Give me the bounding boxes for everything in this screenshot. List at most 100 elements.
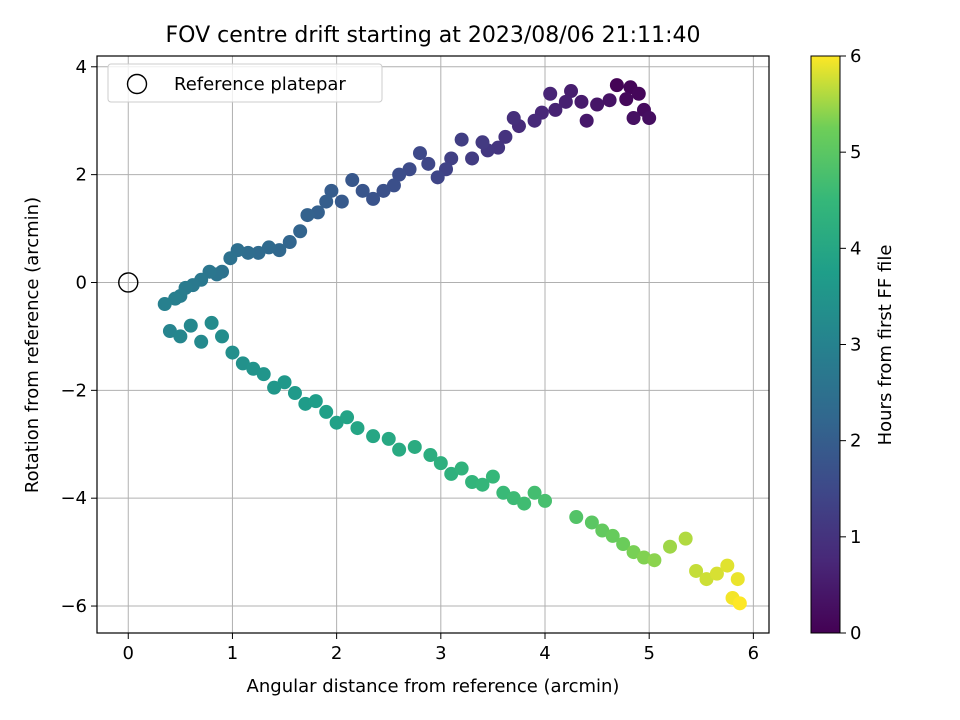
data-point	[506, 491, 521, 506]
data-point	[402, 162, 417, 177]
data-point	[381, 431, 396, 446]
data-point	[204, 315, 219, 330]
data-point	[366, 429, 381, 444]
data-point	[619, 92, 634, 107]
colorbar-tick-label: 5	[850, 142, 861, 163]
colorbar-tick-label: 2	[850, 431, 861, 452]
data-point	[543, 86, 558, 101]
y-axis-ticks: −6 −4 −2 0 2 4	[60, 57, 97, 617]
x-tick-label: 3	[435, 643, 446, 664]
data-point	[609, 78, 624, 93]
data-point	[444, 151, 459, 166]
data-point	[699, 572, 714, 587]
data-point	[626, 545, 641, 560]
colorbar-ticks: 0 1 2 3 4 5 6	[840, 46, 861, 644]
data-point	[475, 477, 490, 492]
data-point	[485, 469, 500, 484]
data-point	[319, 194, 334, 209]
data-point	[329, 415, 344, 430]
data-point	[558, 94, 573, 109]
data-point	[324, 183, 339, 198]
data-point	[183, 318, 198, 333]
data-point	[433, 456, 448, 471]
data-point	[246, 361, 261, 376]
data-point	[277, 375, 292, 390]
data-points	[157, 78, 747, 611]
y-tick-label: 4	[76, 57, 87, 78]
data-point	[407, 439, 422, 454]
data-point	[709, 566, 724, 581]
data-point	[506, 111, 521, 126]
data-point	[282, 235, 297, 250]
data-point	[261, 240, 276, 255]
chart-title: FOV centre drift starting at 2023/08/06 …	[166, 23, 701, 48]
x-tick-label: 1	[227, 643, 238, 664]
data-point	[345, 173, 360, 188]
data-point	[465, 151, 480, 166]
data-point	[430, 170, 445, 185]
data-point	[527, 113, 542, 128]
data-point	[496, 485, 511, 500]
colorbar-tick-label: 4	[850, 238, 861, 259]
x-tick-label: 2	[331, 643, 342, 664]
data-point	[319, 404, 334, 419]
data-point	[527, 485, 542, 500]
data-point	[548, 102, 563, 117]
data-point	[308, 394, 323, 409]
data-point	[647, 553, 662, 568]
data-point	[720, 558, 735, 573]
data-point	[605, 528, 620, 543]
data-point	[678, 531, 693, 546]
data-point	[517, 496, 532, 511]
data-point	[626, 111, 641, 126]
data-point	[340, 410, 355, 425]
data-point	[300, 208, 315, 223]
reference-marker	[118, 272, 139, 293]
data-point	[454, 132, 469, 147]
data-point	[162, 324, 177, 339]
colorbar-tick-label: 6	[850, 46, 861, 67]
legend-marker	[126, 73, 148, 95]
data-point	[444, 466, 459, 481]
data-point	[574, 94, 589, 109]
data-point	[366, 191, 381, 206]
data-point	[173, 329, 188, 344]
data-point	[256, 367, 271, 382]
data-point	[157, 297, 172, 312]
y-tick-label: −6	[60, 596, 87, 617]
data-point	[392, 167, 407, 182]
data-point	[569, 510, 584, 525]
data-point	[595, 523, 610, 538]
colorbar-tick-label: 1	[850, 527, 861, 548]
colorbar-tick-label: 3	[850, 335, 861, 356]
y-tick-label: 0	[76, 272, 87, 293]
data-point	[579, 113, 594, 128]
data-point	[412, 146, 427, 161]
data-point	[215, 329, 230, 344]
data-point	[168, 291, 183, 306]
data-point	[590, 97, 605, 112]
y-tick-label: −2	[60, 380, 87, 401]
data-point	[642, 111, 657, 126]
data-point	[454, 461, 469, 476]
data-point	[538, 493, 552, 508]
y-tick-label: 2	[76, 165, 87, 186]
colorbar: 0 1 2 3 4 5 6 Hours from first FF file	[810, 46, 896, 644]
data-point	[423, 448, 438, 463]
colorbar-label: Hours from first FF file	[875, 245, 896, 446]
data-point	[355, 183, 370, 198]
data-point	[267, 380, 282, 395]
data-point	[631, 86, 646, 101]
data-point	[334, 194, 349, 209]
data-point	[689, 563, 704, 578]
colorbar-tick-label: 0	[850, 623, 861, 644]
x-axis-label: Angular distance from reference (arcmin)	[247, 676, 620, 697]
data-point	[564, 84, 579, 99]
data-point	[225, 345, 240, 360]
x-tick-label: 4	[539, 643, 550, 664]
x-tick-label: 0	[123, 643, 134, 664]
x-tick-label: 6	[748, 643, 759, 664]
x-axis-ticks: 0 1 2 3 4 5 6	[123, 633, 759, 664]
data-point	[616, 537, 631, 552]
